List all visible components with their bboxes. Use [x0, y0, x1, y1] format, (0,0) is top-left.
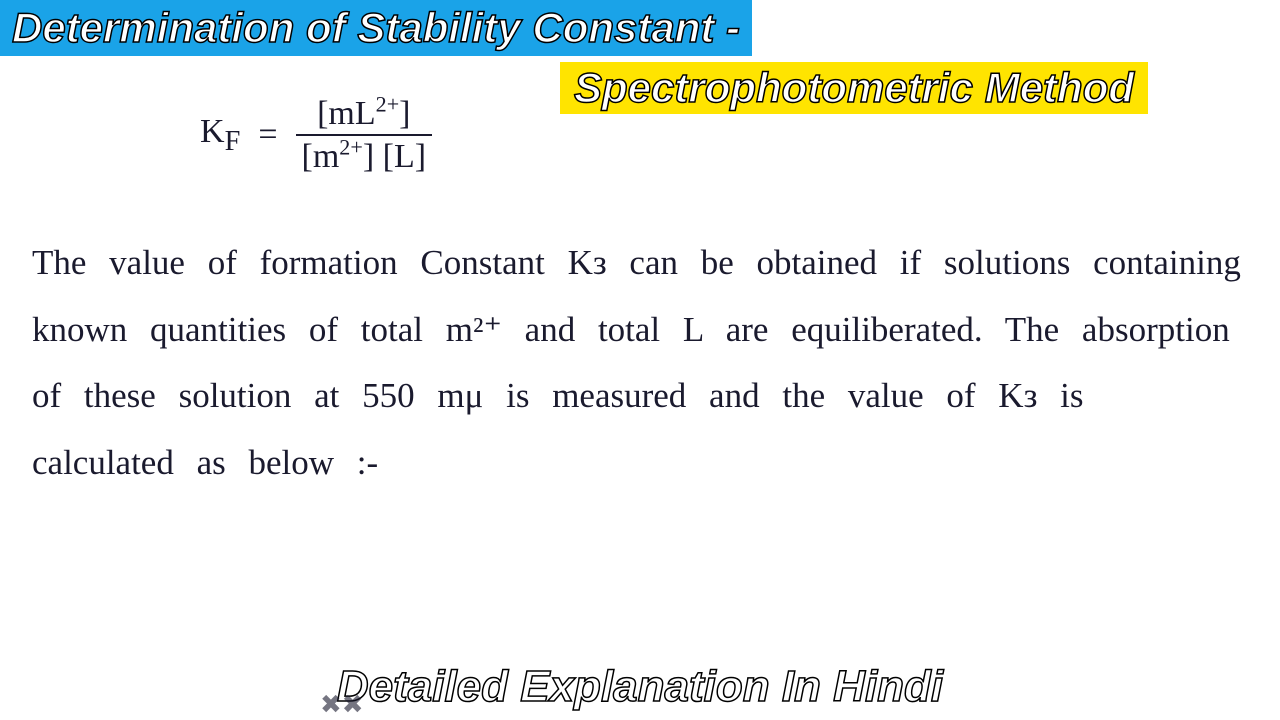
formula-num-open: [mL	[317, 95, 376, 132]
formula-den-close: ] [L]	[363, 138, 426, 175]
formula-num-close: ]	[399, 95, 410, 132]
body-text: The value of formation Constant Kᴈ can b…	[32, 230, 1248, 496]
formula-equals: =	[258, 116, 277, 154]
formula-num-sup: 2+	[376, 92, 400, 117]
title-subtitle: Spectrophotometric Method	[560, 62, 1148, 114]
formula-kf: KF = [mL2+] [m2+] [L]	[200, 95, 432, 176]
formula-denominator: [m2+] [L]	[296, 134, 433, 175]
bottom-caption: Detailed Explanation In Hindi	[337, 662, 943, 712]
formula-fraction: [mL2+] [m2+] [L]	[296, 95, 433, 176]
formula-den-open: [m	[302, 138, 340, 175]
title-primary: Determination of Stability Constant -	[0, 0, 752, 56]
formula-lhs-k: K	[200, 113, 225, 150]
scribble-bottom: ✖✖	[320, 690, 364, 720]
formula-numerator: [mL2+]	[311, 95, 416, 134]
formula-lhs: KF	[200, 113, 240, 158]
formula-lhs-sub: F	[225, 126, 241, 157]
formula-den-sup: 2+	[339, 135, 363, 160]
